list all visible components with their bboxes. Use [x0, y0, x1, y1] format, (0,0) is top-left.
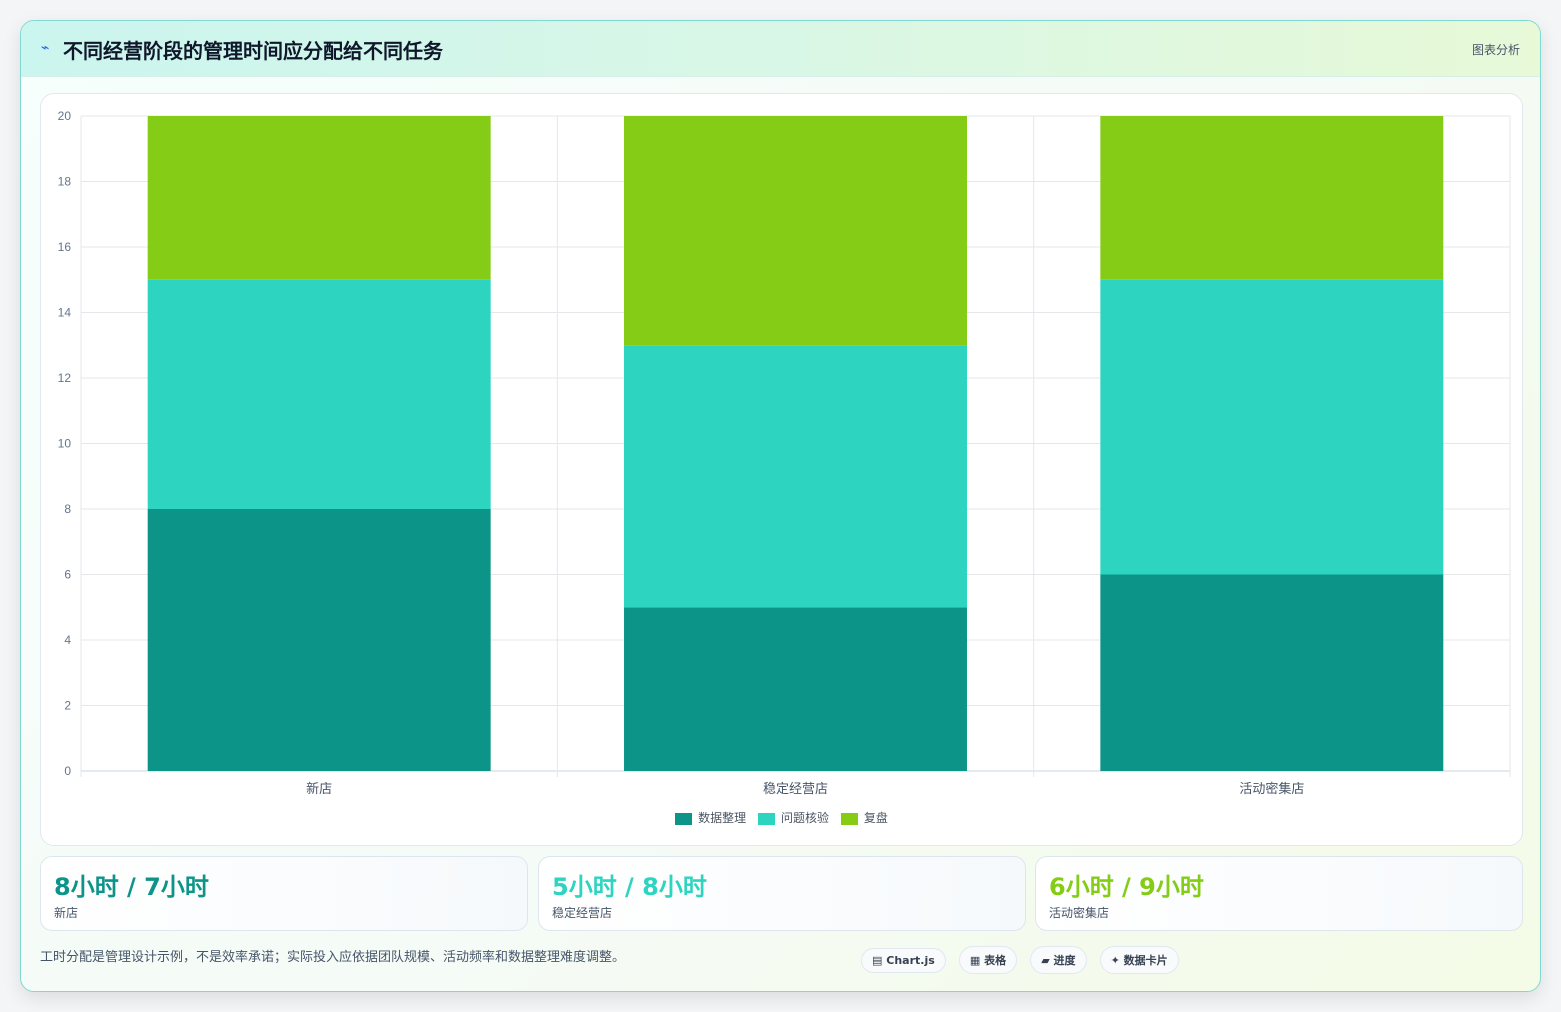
legend-swatch: [675, 812, 693, 825]
stat-label: 稳定经营店: [552, 906, 613, 920]
legend-item-check[interactable]: 问题核验: [757, 809, 829, 826]
table-icon: ▦: [969, 954, 981, 967]
y-tick-label: 12: [58, 371, 72, 385]
y-tick-label: 0: [64, 764, 71, 778]
chart-legend: 数据整理 问题核验 复盘: [41, 809, 1522, 826]
feature-pills: ▤ Chart.js ▦ 表格 ▰ 进度 ✦ 数据卡片: [861, 946, 1187, 974]
legend-item-data[interactable]: 数据整理: [675, 809, 746, 826]
chart-analysis-tag: 图表分析: [1471, 43, 1520, 57]
y-tick-label: 18: [58, 175, 72, 189]
pill-data-card[interactable]: ✦ 数据卡片: [1099, 946, 1179, 974]
pill-label: Chart.js: [886, 954, 935, 967]
stat-value: 8小时 / 7小时: [54, 873, 209, 901]
bar-segment: [624, 607, 967, 771]
x-tick-label: 新店: [306, 781, 332, 796]
stat-value: 5小时 / 8小时: [552, 873, 707, 901]
pill-label: 数据卡片: [1123, 954, 1168, 967]
pill-label: 进度: [1053, 954, 1076, 967]
bar-segment: [147, 116, 491, 280]
pill-label: 表格: [984, 954, 1007, 967]
x-tick-label: 活动密集店: [1239, 781, 1304, 796]
lightning-icon: ⌁: [41, 40, 50, 56]
legend-swatch: [840, 812, 858, 825]
y-tick-label: 2: [64, 699, 71, 713]
pill-progress[interactable]: ▰ 进度: [1030, 946, 1087, 974]
y-tick-label: 20: [58, 109, 72, 123]
stat-value: 6小时 / 9小时: [1049, 873, 1204, 901]
stacked-bar-chart: 0 2 4 6 8 10 12 14 16 18 20 新店 稳定经营店 活动密集店: [58, 109, 1511, 796]
bar-segment: [624, 116, 967, 346]
chart-icon: ▤: [872, 954, 883, 967]
legend-swatch: [757, 812, 775, 825]
footnote: 工时分配是管理设计示例，不是效率承诺；实际投入应依据团队规模、活动频率和数据整理…: [40, 950, 626, 965]
y-tick-label: 8: [64, 502, 71, 516]
card-title: 不同经营阶段的管理时间应分配给不同任务: [63, 39, 443, 63]
bar-segment: [1100, 574, 1444, 771]
sparkle-icon: ✦: [1110, 954, 1120, 967]
y-tick-label: 14: [58, 306, 72, 320]
legend-label: 问题核验: [780, 811, 829, 825]
y-tick-label: 10: [58, 437, 72, 451]
legend-item-review[interactable]: 复盘: [840, 809, 888, 826]
pill-table[interactable]: ▦ 表格: [958, 946, 1018, 974]
chart-panel: 0 2 4 6 8 10 12 14 16 18 20 新店 稳定经营店 活动密集店 数据整理 问题核验 …: [40, 93, 1523, 846]
bar-segment: [147, 509, 491, 771]
stat-label: 新店: [54, 906, 79, 920]
bar-segment: [1100, 279, 1444, 575]
x-tick-label: 稳定经营店: [763, 781, 828, 796]
card-header: ⌁ 不同经营阶段的管理时间应分配给不同任务 图表分析: [21, 21, 1540, 77]
chart-card: ⌁ 不同经营阶段的管理时间应分配给不同任务 图表分析 0 2 4 6 8 10 12 14 16…: [20, 20, 1541, 992]
bar-segment: [624, 345, 967, 608]
progress-icon: ▰: [1041, 954, 1050, 967]
legend-label: 复盘: [863, 811, 888, 825]
pill-chartjs[interactable]: ▤ Chart.js: [861, 948, 946, 973]
bar-segment: [147, 279, 491, 509]
stat-card-stable-store: 5小时 / 8小时 稳定经营店: [538, 856, 1026, 931]
y-tick-label: 4: [64, 633, 71, 647]
legend-label: 数据整理: [698, 811, 747, 825]
bar-segment: [1100, 116, 1444, 280]
stat-label: 活动密集店: [1049, 906, 1110, 920]
stat-card-event-store: 6小时 / 9小时 活动密集店: [1035, 856, 1523, 931]
y-tick-label: 16: [58, 240, 72, 254]
stat-card-new-store: 8小时 / 7小时 新店: [40, 856, 528, 931]
y-tick-label: 6: [64, 568, 71, 582]
